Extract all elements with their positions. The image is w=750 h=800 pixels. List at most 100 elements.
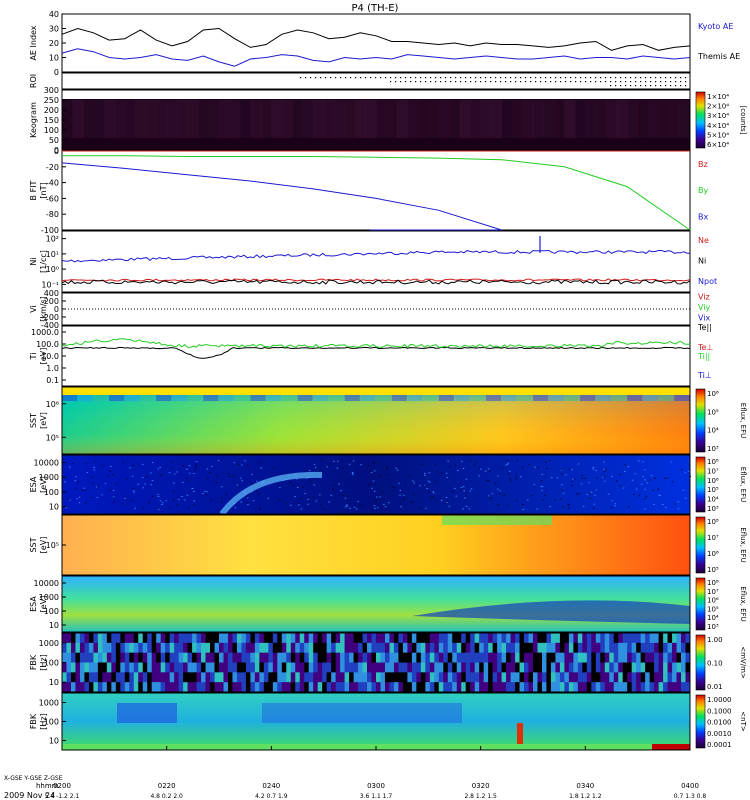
roi-dot [655, 77, 657, 79]
spectrogram-cell [497, 475, 499, 477]
spectrogram-cell [245, 682, 251, 693]
spectrogram-cell [120, 633, 126, 644]
spectrogram-cell [627, 633, 632, 644]
spectrogram-cell [214, 652, 220, 663]
spectrogram-cell [70, 642, 76, 653]
spectrogram-cell [79, 652, 85, 663]
roi-dot [595, 77, 597, 79]
roi-dot [680, 81, 682, 83]
spectrogram-cell [181, 496, 183, 498]
spectrogram-cell [272, 662, 278, 673]
keogram-column [323, 100, 335, 138]
keogram-column [648, 100, 660, 138]
spectrogram-cell [483, 633, 489, 644]
spectrogram-cell [250, 642, 256, 653]
spectrogram-cell [195, 467, 197, 469]
roi-dot [510, 77, 512, 79]
colorbar [695, 91, 706, 149]
spectrogram-cell [384, 652, 390, 663]
spectrogram-cell [346, 504, 348, 506]
spectrogram-cell [70, 652, 76, 663]
roi-dot [635, 85, 637, 87]
spectrogram-cell [115, 682, 121, 693]
roi-dot [510, 81, 512, 83]
spectrogram-cell [613, 672, 619, 683]
spectrogram-cell [225, 494, 227, 496]
spectrogram-cell [241, 633, 247, 644]
spectrogram-cell [106, 633, 112, 644]
spectrogram-cell [443, 662, 449, 673]
legend-entry: Ti|| [697, 352, 710, 361]
spectrogram-cell [102, 682, 108, 693]
spectrogram-cell [473, 464, 476, 466]
spectrogram-cell [259, 662, 265, 673]
roi-dot [640, 85, 642, 87]
spectrogram-cell [210, 672, 215, 683]
spectrogram-cell [577, 463, 580, 465]
spectrogram-cell [550, 633, 556, 644]
y-tick-label: 200 [44, 106, 59, 115]
x-position-label: 2.8 1.2 1.5 [464, 793, 497, 800]
spectrogram-cell [78, 502, 81, 504]
spectrogram-cell [113, 501, 115, 503]
spectrogram-cell [666, 477, 669, 479]
spectrogram-cell [559, 642, 565, 653]
spectrogram-cell [358, 662, 363, 673]
spectrogram-cell [582, 633, 588, 644]
spectrogram-cell [429, 642, 435, 653]
keogram-column [417, 100, 429, 138]
spectrogram-cell [239, 477, 242, 479]
spectrogram-cell [126, 478, 128, 480]
spectrogram-cell [142, 633, 148, 644]
spectrogram-cell [137, 483, 139, 485]
spectrogram-cell [298, 504, 300, 506]
spectrogram-cell [622, 633, 628, 644]
roi-dot [515, 77, 517, 79]
y-tick-label: 0.1 [46, 376, 59, 385]
keogram-column [344, 100, 356, 138]
spectrogram-cell [281, 662, 287, 673]
spectrogram-cell [138, 633, 144, 644]
spectrogram-cell [304, 652, 310, 663]
spectrogram-cell [555, 662, 561, 673]
colorbar-tick-label: 10⁸ [707, 518, 719, 526]
spectrogram-cell [133, 491, 135, 493]
spectrogram-cell [376, 507, 379, 509]
spectrogram-cell [97, 633, 103, 644]
spectrogram-cell [358, 672, 363, 683]
spectrogram-cell [627, 662, 632, 673]
roi-dot [620, 81, 622, 83]
spectrogram-cell [616, 480, 618, 482]
panel-frame [61, 325, 691, 387]
spectrogram-cell [259, 652, 265, 663]
spectrogram-cell [205, 493, 208, 495]
spectrogram-cell [438, 395, 454, 401]
spectrogram-cell [524, 682, 529, 693]
spectrogram-cell [335, 470, 337, 472]
roi-dot [525, 81, 527, 83]
spectrogram-cell [640, 672, 646, 683]
spectrogram-cell [602, 476, 604, 478]
spectrogram-cell [236, 642, 242, 653]
spectrogram-cell [156, 633, 161, 644]
keogram-column [376, 100, 387, 138]
spectrogram-cell [516, 460, 519, 462]
spectrogram-cell [138, 652, 144, 663]
spectrogram-cell [468, 508, 470, 510]
spectrogram-cell [169, 682, 175, 693]
spectrogram-cell [279, 486, 281, 488]
spectrogram-cell [636, 633, 641, 644]
spectrogram-cell [461, 662, 467, 673]
colorbar-tick-label: 10³ [707, 505, 719, 513]
spectrogram-cell [132, 464, 134, 466]
keogram-column [82, 100, 94, 138]
spectrogram-cell [219, 662, 224, 673]
spectrogram-cell [470, 395, 486, 401]
spectrogram-cell [251, 474, 253, 476]
spectrogram-cell [205, 633, 211, 644]
spectrogram-cell [84, 652, 90, 663]
spectrogram-cell [402, 494, 405, 496]
spectrogram-cell [372, 461, 375, 463]
spectrogram-cell [245, 642, 251, 653]
